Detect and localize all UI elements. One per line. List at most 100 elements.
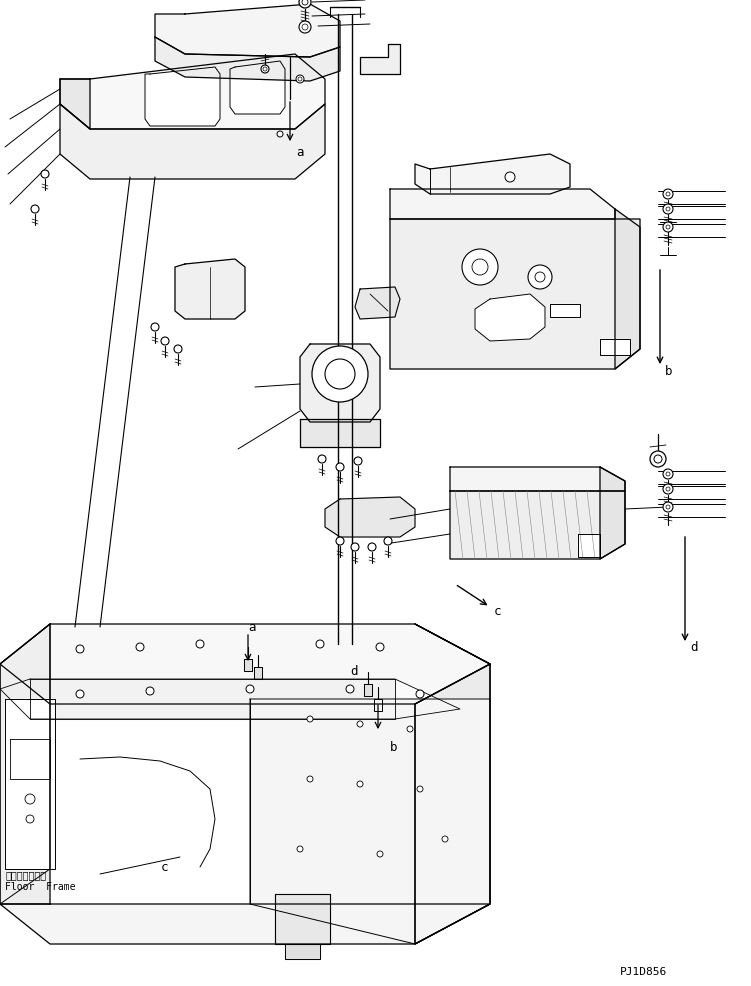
- Text: b: b: [390, 740, 397, 753]
- Circle shape: [302, 0, 308, 6]
- Circle shape: [535, 273, 545, 283]
- Circle shape: [666, 226, 670, 230]
- Circle shape: [505, 173, 515, 182]
- Circle shape: [650, 452, 666, 467]
- Circle shape: [666, 472, 670, 476]
- Polygon shape: [60, 80, 90, 130]
- Text: フロアフレーム: フロアフレーム: [5, 869, 46, 880]
- Circle shape: [151, 323, 159, 331]
- Circle shape: [196, 640, 204, 649]
- Circle shape: [376, 643, 384, 652]
- Text: b: b: [665, 365, 672, 378]
- Polygon shape: [325, 498, 415, 537]
- Polygon shape: [450, 467, 625, 491]
- Circle shape: [663, 469, 673, 479]
- Circle shape: [296, 76, 304, 84]
- Polygon shape: [0, 904, 490, 944]
- Polygon shape: [415, 665, 490, 944]
- Circle shape: [307, 716, 313, 723]
- Polygon shape: [475, 295, 545, 342]
- Circle shape: [351, 543, 359, 551]
- Circle shape: [472, 259, 488, 276]
- Polygon shape: [275, 894, 330, 944]
- Circle shape: [136, 643, 144, 652]
- Polygon shape: [145, 68, 220, 127]
- Polygon shape: [415, 155, 570, 195]
- Polygon shape: [175, 259, 245, 319]
- Circle shape: [663, 205, 673, 215]
- Circle shape: [336, 463, 344, 471]
- Circle shape: [161, 337, 169, 346]
- Circle shape: [663, 484, 673, 495]
- Circle shape: [246, 685, 254, 693]
- Text: d: d: [350, 665, 357, 677]
- Circle shape: [407, 727, 413, 733]
- Text: c: c: [161, 861, 169, 874]
- Text: c: c: [494, 604, 502, 618]
- Circle shape: [346, 685, 354, 693]
- Polygon shape: [10, 740, 50, 779]
- Polygon shape: [578, 534, 600, 557]
- Polygon shape: [0, 624, 50, 904]
- Polygon shape: [300, 345, 380, 423]
- Polygon shape: [450, 491, 625, 559]
- Circle shape: [41, 171, 49, 178]
- Circle shape: [354, 458, 362, 465]
- Circle shape: [462, 249, 498, 286]
- Circle shape: [666, 193, 670, 197]
- Text: Floor  Frame: Floor Frame: [5, 881, 76, 891]
- Polygon shape: [5, 699, 55, 869]
- Polygon shape: [0, 679, 460, 719]
- Text: a: a: [296, 146, 303, 160]
- Polygon shape: [60, 55, 325, 130]
- Polygon shape: [30, 679, 395, 719]
- Polygon shape: [0, 624, 490, 704]
- Circle shape: [261, 66, 269, 74]
- Circle shape: [316, 640, 324, 649]
- Polygon shape: [360, 45, 400, 75]
- Circle shape: [377, 851, 383, 857]
- Circle shape: [263, 68, 267, 72]
- Circle shape: [336, 537, 344, 545]
- Circle shape: [666, 487, 670, 491]
- Circle shape: [417, 786, 423, 792]
- Circle shape: [298, 78, 302, 82]
- Circle shape: [318, 456, 326, 463]
- Polygon shape: [285, 944, 320, 959]
- Circle shape: [174, 346, 182, 354]
- Circle shape: [663, 190, 673, 200]
- Polygon shape: [60, 105, 325, 179]
- Circle shape: [666, 208, 670, 212]
- Circle shape: [416, 690, 424, 698]
- Circle shape: [654, 456, 662, 463]
- Polygon shape: [390, 220, 640, 370]
- Circle shape: [357, 722, 363, 728]
- Circle shape: [76, 646, 84, 654]
- Polygon shape: [615, 210, 640, 370]
- Polygon shape: [390, 190, 615, 220]
- Circle shape: [277, 132, 283, 138]
- Circle shape: [299, 0, 311, 9]
- Circle shape: [25, 794, 35, 805]
- Circle shape: [528, 266, 552, 290]
- Circle shape: [663, 503, 673, 513]
- Polygon shape: [415, 624, 490, 944]
- Text: a: a: [248, 621, 255, 634]
- Circle shape: [663, 223, 673, 233]
- Polygon shape: [250, 699, 490, 944]
- Polygon shape: [600, 339, 630, 356]
- Polygon shape: [254, 668, 262, 679]
- Circle shape: [26, 815, 34, 823]
- Circle shape: [299, 22, 311, 34]
- Polygon shape: [374, 699, 382, 711]
- Text: d: d: [690, 641, 698, 654]
- Circle shape: [312, 347, 368, 402]
- Polygon shape: [155, 5, 340, 58]
- Polygon shape: [550, 305, 580, 317]
- Circle shape: [307, 776, 313, 782]
- Polygon shape: [364, 684, 372, 696]
- Circle shape: [146, 687, 154, 695]
- Circle shape: [357, 781, 363, 787]
- Circle shape: [368, 543, 376, 551]
- Circle shape: [297, 846, 303, 852]
